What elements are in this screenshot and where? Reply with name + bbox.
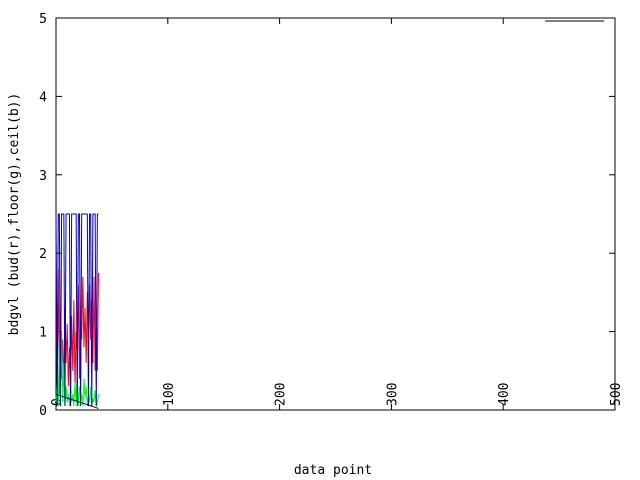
x-tick-label: 500: [609, 383, 624, 406]
y-tick-label: 5: [39, 12, 47, 27]
y-tick-label: 1: [39, 326, 47, 341]
x-tick-label: 400: [497, 383, 512, 406]
x-tick-label: 200: [274, 383, 289, 406]
y-tick-label: 4: [39, 90, 47, 105]
series-line-trend: [55, 393, 99, 409]
plot-frame: [55, 17, 616, 411]
x-tick-label: 100: [162, 383, 177, 406]
y-tick-label: 3: [39, 169, 47, 184]
y-axis-label: bdgvl (bud(r),floor(g),ceil(b)): [7, 93, 22, 336]
x-axis-label: data point: [294, 463, 372, 478]
y-tick-label: 0: [39, 404, 47, 419]
y-tick-label: 2: [39, 247, 47, 262]
x-tick-label: 300: [385, 383, 400, 406]
series-line-ceil: [55, 213, 99, 407]
